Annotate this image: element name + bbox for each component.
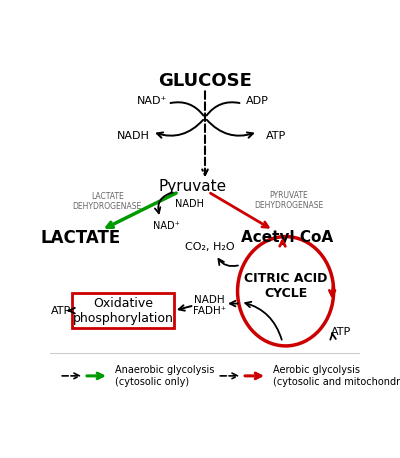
Text: Oxidative
phosphorylation: Oxidative phosphorylation xyxy=(72,297,173,325)
Text: NADH: NADH xyxy=(175,199,204,209)
Text: ATP: ATP xyxy=(331,327,352,337)
Text: PYRUVATE
DEHYDROGENASE: PYRUVATE DEHYDROGENASE xyxy=(254,191,323,210)
Text: NAD⁺: NAD⁺ xyxy=(137,96,168,106)
Text: GLUCOSE: GLUCOSE xyxy=(158,72,252,90)
Text: NADH: NADH xyxy=(117,131,150,141)
Text: Aerobic glycolysis: Aerobic glycolysis xyxy=(273,365,360,375)
Text: CITRIC ACID
CYCLE: CITRIC ACID CYCLE xyxy=(244,272,327,300)
Text: ADP: ADP xyxy=(246,96,269,106)
Text: Anaerobic glycolysis: Anaerobic glycolysis xyxy=(115,365,214,375)
Text: LACTATE
DEHYDROGENASE: LACTATE DEHYDROGENASE xyxy=(73,191,142,211)
Text: (cytosolic and mitochondrial): (cytosolic and mitochondrial) xyxy=(273,377,400,387)
Text: Pyruvate: Pyruvate xyxy=(158,179,227,194)
Text: LACTATE: LACTATE xyxy=(41,229,121,247)
Text: CO₂, H₂O: CO₂, H₂O xyxy=(185,242,234,252)
Text: (cytosolic only): (cytosolic only) xyxy=(115,377,189,387)
Text: ATP: ATP xyxy=(266,131,286,141)
Text: NAD⁺: NAD⁺ xyxy=(153,221,180,231)
Text: ATP: ATP xyxy=(51,305,71,316)
Text: Acetyl CoA: Acetyl CoA xyxy=(241,230,333,245)
Text: NADH
FADH⁺: NADH FADH⁺ xyxy=(193,294,226,316)
FancyBboxPatch shape xyxy=(72,293,174,328)
